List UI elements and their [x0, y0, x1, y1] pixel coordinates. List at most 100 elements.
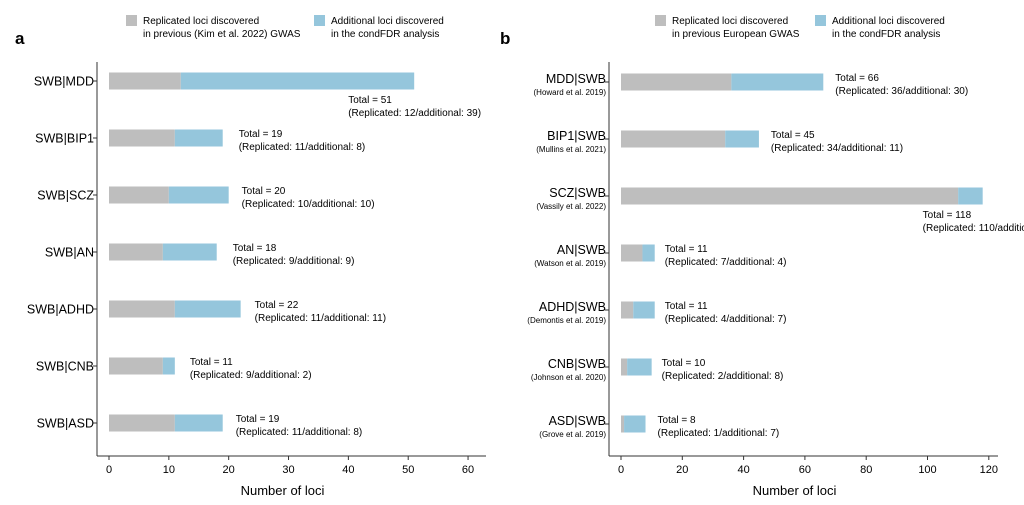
x-tick-label: 10: [163, 464, 175, 476]
x-axis-label: Number of loci: [241, 483, 325, 498]
x-tick-label: 40: [342, 464, 354, 476]
bar-replicated: [109, 243, 163, 261]
category-label: SWB|MDD: [34, 75, 94, 89]
bar-additional: [633, 301, 655, 319]
breakdown-annotation: (Replicated: 9/additional: 2): [190, 370, 312, 381]
total-annotation: Total = 19: [236, 414, 280, 425]
x-tick-label: 20: [223, 464, 235, 476]
bar-additional: [174, 414, 223, 432]
bar-additional: [174, 300, 241, 318]
x-tick-label: 60: [462, 464, 474, 476]
legend-swatch: [126, 15, 137, 26]
total-annotation: Total = 66: [835, 73, 879, 84]
legend-label: Replicated loci discovered: [672, 16, 788, 27]
bar-replicated: [621, 415, 625, 433]
legend-label: Replicated loci discovered: [143, 16, 259, 27]
x-tick-label: 20: [676, 464, 688, 476]
breakdown-annotation: (Replicated: 11/additional: 8): [239, 142, 366, 153]
x-tick-label: 60: [799, 464, 811, 476]
total-annotation: Total = 18: [233, 243, 277, 254]
x-tick-label: 0: [106, 464, 112, 476]
total-annotation: Total = 19: [239, 129, 283, 140]
breakdown-annotation: (Replicated: 11/additional: 11): [255, 313, 386, 324]
bar-replicated: [109, 129, 175, 147]
category-label: SWB|ASD: [37, 417, 94, 431]
bar-replicated: [109, 72, 181, 90]
x-tick-label: 50: [402, 464, 414, 476]
category-label: SWB|ADHD: [27, 303, 94, 317]
bar-additional: [725, 130, 759, 148]
legend-swatch: [655, 15, 666, 26]
category-label: BIP1|SWB: [547, 129, 606, 143]
x-tick-label: 40: [737, 464, 749, 476]
bar-additional: [162, 243, 217, 261]
category-label: SWB|CNB: [36, 360, 94, 374]
bar-additional: [624, 415, 646, 433]
x-tick-label: 80: [860, 464, 872, 476]
total-annotation: Total = 118: [923, 210, 972, 221]
bar-additional: [958, 187, 983, 205]
breakdown-annotation: (Replicated: 12/additional: 39): [348, 108, 481, 119]
category-citation: (Johnson et al. 2020): [531, 373, 606, 382]
category-label: ASD|SWB: [549, 414, 606, 428]
legend-label: Additional loci discovered: [331, 16, 444, 27]
bar-replicated: [109, 357, 163, 375]
category-label: SCZ|SWB: [549, 186, 606, 200]
category-citation: (Vassily et al. 2022): [536, 202, 606, 211]
bar-additional: [180, 72, 415, 90]
category-citation: (Mullins et al. 2021): [536, 145, 606, 154]
x-tick-label: 30: [282, 464, 294, 476]
total-annotation: Total = 22: [255, 300, 299, 311]
breakdown-annotation: (Replicated: 11/additional: 8): [236, 427, 363, 438]
category-label: SWB|BIP1: [35, 132, 94, 146]
bar-replicated: [621, 130, 726, 148]
breakdown-annotation: (Replicated: 110/additional: 8): [923, 223, 1024, 234]
category-citation: (Grove et al. 2019): [539, 430, 606, 439]
category-label: SWB|SCZ: [37, 189, 94, 203]
legend-label: in the condFDR analysis: [331, 29, 439, 40]
bar-additional: [627, 358, 652, 376]
bar-replicated: [621, 187, 959, 205]
x-axis-label: Number of loci: [753, 483, 837, 498]
total-annotation: Total = 45: [771, 130, 815, 141]
bar-additional: [162, 357, 175, 375]
x-tick-label: 100: [918, 464, 936, 476]
bar-additional: [642, 244, 655, 262]
category-label: SWB|AN: [45, 246, 94, 260]
breakdown-annotation: (Replicated: 34/additional: 11): [771, 143, 903, 154]
panel-label: b: [500, 29, 510, 48]
breakdown-annotation: (Replicated: 2/additional: 8): [662, 371, 784, 382]
breakdown-annotation: (Replicated: 36/additional: 30): [835, 86, 968, 97]
breakdown-annotation: (Replicated: 10/additional: 10): [242, 199, 375, 210]
total-annotation: Total = 11: [190, 357, 233, 368]
category-label: CNB|SWB: [548, 357, 606, 371]
bar-additional: [174, 129, 223, 147]
total-annotation: Total = 20: [242, 186, 286, 197]
panel-label: a: [15, 29, 25, 48]
breakdown-annotation: (Replicated: 9/additional: 9): [233, 256, 355, 267]
legend-label: in previous European GWAS: [672, 29, 800, 40]
legend-label: in the condFDR analysis: [832, 29, 940, 40]
legend-label: in previous (Kim et al. 2022) GWAS: [143, 29, 301, 40]
bar-replicated: [109, 186, 169, 204]
panel-b: b Replicated loci discovered in previous E…: [500, 15, 1024, 498]
legend-swatch: [314, 15, 325, 26]
total-annotation: Total = 51: [348, 95, 392, 106]
category-label: ADHD|SWB: [539, 300, 606, 314]
breakdown-annotation: (Replicated: 4/additional: 7): [665, 314, 787, 325]
category-label: AN|SWB: [557, 243, 606, 257]
x-tick-label: 120: [980, 464, 998, 476]
breakdown-annotation: (Replicated: 7/additional: 4): [665, 257, 787, 268]
bar-replicated: [621, 301, 634, 319]
bar-additional: [731, 73, 824, 91]
bar-additional: [168, 186, 229, 204]
category-citation: (Watson et al. 2019): [534, 259, 606, 268]
total-annotation: Total = 10: [662, 358, 706, 369]
legend-swatch: [815, 15, 826, 26]
bar-replicated: [109, 414, 175, 432]
x-tick-label: 0: [618, 464, 624, 476]
bar-replicated: [621, 358, 628, 376]
total-annotation: Total = 11: [665, 301, 708, 312]
category-citation: (Howard et al. 2019): [534, 88, 607, 97]
